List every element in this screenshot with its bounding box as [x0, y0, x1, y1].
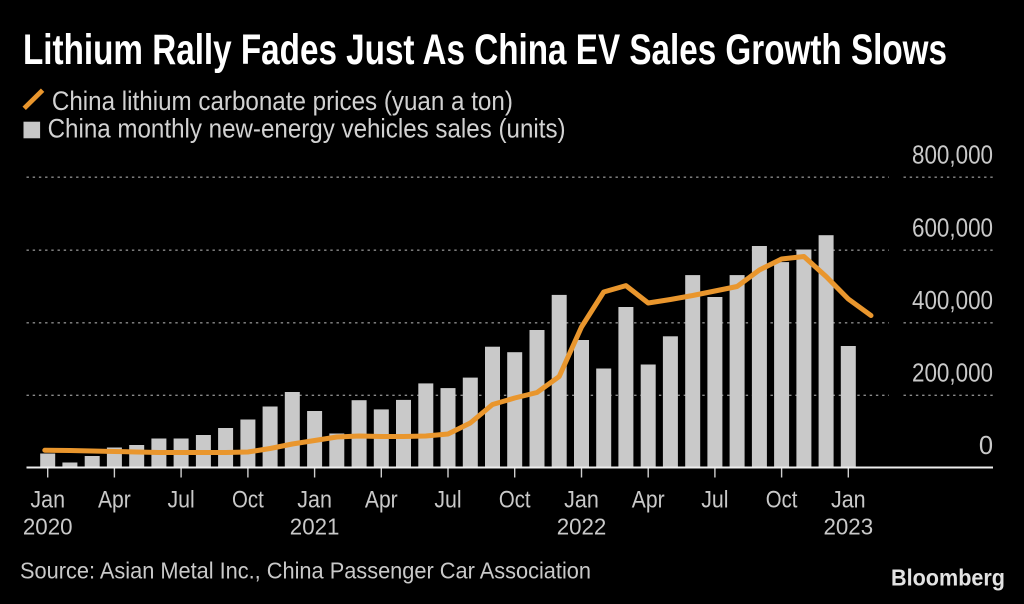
svg-text:2023: 2023	[824, 514, 874, 540]
svg-text:Lithium Rally Fades Just As Ch: Lithium Rally Fades Just As China EV Sal…	[23, 26, 947, 74]
svg-text:Jan: Jan	[297, 486, 332, 513]
svg-text:Jul: Jul	[701, 486, 728, 513]
svg-text:China lithium carbonate prices: China lithium carbonate prices (yuan a t…	[52, 86, 513, 116]
svg-text:400,000: 400,000	[912, 287, 993, 315]
svg-text:2021: 2021	[290, 514, 340, 540]
svg-text:2020: 2020	[23, 514, 73, 540]
svg-text:Jul: Jul	[434, 486, 461, 513]
svg-text:Apr: Apr	[365, 486, 398, 513]
svg-text:Source: Asian Metal Inc., Chin: Source: Asian Metal Inc., China Passenge…	[20, 558, 591, 584]
svg-text:Bloomberg: Bloomberg	[891, 564, 1005, 590]
svg-text:Jan: Jan	[564, 486, 599, 513]
svg-text:600,000: 600,000	[912, 215, 993, 243]
svg-text:Oct: Oct	[766, 486, 798, 513]
svg-text:2022: 2022	[557, 514, 607, 540]
svg-text:Oct: Oct	[499, 486, 531, 513]
svg-text:Jan: Jan	[30, 486, 65, 513]
svg-text:Oct: Oct	[232, 486, 264, 513]
svg-text:800,000: 800,000	[912, 142, 993, 170]
svg-text:China monthly new-energy vehic: China monthly new-energy vehicles sales …	[48, 113, 566, 143]
svg-text:200,000: 200,000	[912, 360, 993, 388]
svg-text:Apr: Apr	[632, 486, 665, 513]
svg-text:Apr: Apr	[98, 486, 131, 513]
svg-text:Jul: Jul	[167, 486, 194, 513]
svg-text:0: 0	[979, 432, 993, 460]
svg-text:Jan: Jan	[831, 486, 866, 513]
